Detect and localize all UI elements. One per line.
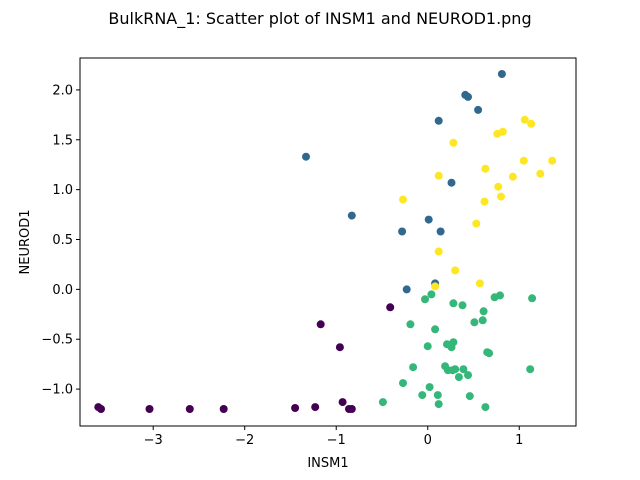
- data-point-group2-4: [474, 105, 483, 114]
- data-point-group3-3: [528, 294, 537, 303]
- data-point-group3-2: [490, 293, 499, 302]
- data-point-group4-5: [449, 138, 458, 147]
- y-tick-label: 1.5: [52, 133, 73, 148]
- data-point-group3-18: [485, 349, 494, 358]
- data-point-group3-8: [427, 290, 436, 299]
- data-point-group2-8: [347, 211, 356, 220]
- data-point-group1-8: [338, 398, 347, 407]
- data-point-group2-6: [302, 152, 310, 161]
- data-point-group4-12: [494, 182, 503, 191]
- x-tick-label: 0: [424, 433, 432, 448]
- data-point-group3-11: [406, 320, 415, 329]
- y-axis: −1.0 −0.5 0.0 0.5 1.0 1.5 2.0: [41, 83, 80, 398]
- data-point-group4-17: [434, 247, 443, 256]
- data-point-group4-14: [399, 195, 407, 204]
- data-point-group3-26: [454, 373, 463, 382]
- data-point-group4-16: [472, 219, 481, 228]
- data-point-group2-7: [447, 178, 456, 187]
- data-point-group1-12: [335, 343, 344, 352]
- data-point-group4-8: [481, 164, 490, 173]
- data-point-group4-1: [520, 115, 529, 124]
- data-point-group2-10: [398, 227, 407, 236]
- data-point-group4-13: [497, 192, 505, 201]
- data-point-group2-1: [497, 70, 506, 78]
- x-tick-label: −2: [235, 433, 254, 448]
- data-point-group2-13: [402, 285, 411, 294]
- data-point-group3-23: [443, 366, 452, 375]
- data-point-group3-30: [418, 391, 427, 400]
- data-point-group3-24: [459, 365, 468, 374]
- data-point-group1-3: [145, 405, 154, 413]
- data-point-group4-9: [536, 169, 545, 178]
- chart-title: BulkRNA_1: Scatter plot of INSM1 and NEU…: [108, 9, 531, 29]
- data-point-group4-20: [431, 282, 440, 291]
- data-point-group3-15: [447, 343, 456, 352]
- x-axis-label: INSM1: [307, 456, 348, 471]
- data-point-group3-35: [481, 403, 490, 412]
- data-point-group3-19: [409, 363, 418, 372]
- data-point-group2-11: [436, 227, 445, 236]
- data-point-group3-10: [470, 318, 479, 327]
- data-point-group4-19: [475, 279, 484, 288]
- data-point-group2-3: [464, 92, 472, 101]
- data-point-group3-9: [478, 316, 487, 325]
- data-point-group3-12: [431, 325, 440, 334]
- x-axis: −3 −2 −1 0 1: [144, 426, 523, 448]
- data-point-group3-31: [465, 392, 474, 401]
- data-point-group1-11: [316, 320, 325, 329]
- data-point-group4-7: [548, 156, 557, 165]
- data-point-group3-4: [458, 301, 467, 310]
- data-point-group2-5: [434, 116, 443, 125]
- plot-frame: [79, 57, 577, 427]
- data-point-group1-13: [386, 303, 395, 312]
- data-point-group3-33: [434, 400, 443, 409]
- y-tick-label: −0.5: [41, 333, 73, 348]
- data-point-group3-29: [425, 383, 434, 392]
- data-point-group4-18: [451, 266, 460, 275]
- data-point-group3-16: [423, 342, 432, 351]
- data-point-group1-2: [97, 405, 105, 413]
- data-point-group3-32: [433, 391, 442, 400]
- data-point-group3-5: [449, 299, 458, 308]
- data-point-group3-7: [421, 295, 429, 304]
- x-tick-label: 1: [515, 433, 523, 448]
- data-point-group3-28: [399, 379, 407, 388]
- data-point-group1-6: [291, 404, 300, 412]
- data-point-group1-5: [219, 405, 228, 413]
- data-point-group4-10: [434, 171, 443, 180]
- y-tick-label: 0.0: [52, 283, 73, 298]
- x-tick-label: −1: [327, 433, 346, 448]
- data-point-group3-27: [526, 365, 535, 374]
- plot-area: [94, 70, 557, 413]
- y-tick-label: 1.0: [52, 183, 73, 198]
- y-tick-label: −1.0: [41, 383, 73, 398]
- data-point-group3-25: [464, 371, 472, 380]
- data-point-group4-15: [480, 197, 489, 206]
- data-point-group4-4: [493, 129, 502, 138]
- data-point-group1-7: [311, 403, 320, 412]
- data-point-group4-11: [508, 172, 517, 181]
- y-axis-label: NEUROD1: [18, 210, 33, 275]
- x-tick-label: −3: [144, 433, 163, 448]
- y-tick-label: 0.5: [52, 233, 73, 248]
- data-point-group1-4: [185, 405, 194, 413]
- data-point-group2-9: [424, 215, 433, 224]
- data-point-group3-34: [378, 398, 387, 407]
- data-point-group4-6: [519, 156, 528, 165]
- y-tick-label: 2.0: [52, 83, 73, 98]
- data-point-group1-10: [347, 405, 356, 413]
- data-point-group4-2: [527, 119, 536, 128]
- data-point-group3-6: [479, 307, 488, 316]
